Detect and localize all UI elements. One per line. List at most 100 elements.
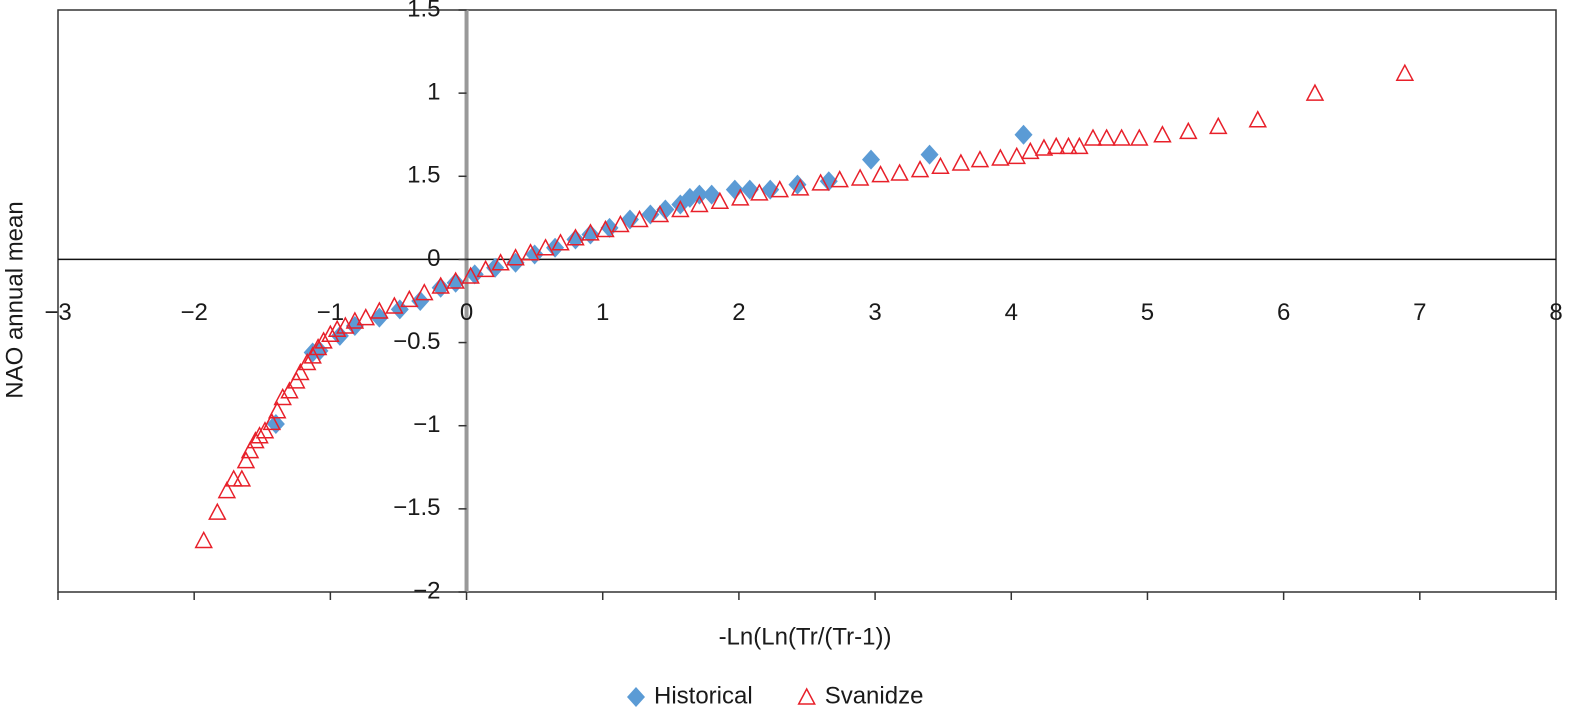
x-tick-label: 6: [1277, 299, 1290, 326]
point: [1112, 128, 1131, 146]
point: [611, 214, 630, 233]
y-tick-label: −1.5: [393, 494, 440, 521]
plot-frame: [57, 9, 1557, 593]
point: [336, 316, 355, 334]
point: [581, 224, 600, 245]
point: [476, 259, 495, 278]
point: [710, 191, 730, 209]
point: [546, 237, 565, 258]
y-tick-label: 1: [427, 78, 440, 105]
point: [1083, 128, 1103, 146]
point: [224, 469, 243, 487]
point: [770, 179, 790, 198]
point: [581, 223, 600, 241]
point: [1153, 125, 1172, 143]
y-tick-label: −1: [413, 411, 440, 438]
point: [890, 163, 909, 181]
point: [725, 179, 744, 200]
point: [811, 173, 830, 191]
x-tick-label: −2: [180, 299, 207, 326]
point: [1046, 136, 1066, 155]
y-tick-label: 1.5: [407, 0, 440, 22]
point: [314, 331, 333, 349]
point: [446, 272, 465, 293]
point: [268, 401, 287, 419]
legend-marker: [627, 687, 645, 707]
x-tick-label: −3: [44, 299, 71, 326]
point: [431, 277, 450, 298]
point: [287, 371, 306, 389]
point: [761, 179, 780, 200]
point: [1097, 128, 1116, 146]
point: [1305, 83, 1325, 101]
point: [750, 183, 769, 201]
point: [208, 502, 227, 520]
point: [951, 153, 971, 171]
point: [641, 204, 660, 225]
point: [486, 257, 505, 278]
point: [400, 289, 419, 308]
point: [385, 296, 404, 314]
point: [566, 228, 585, 246]
point: [194, 530, 213, 549]
x-tick-label: 7: [1413, 299, 1426, 326]
point: [551, 233, 570, 251]
x-axis-label: -Ln(Ln(Tr/(Tr-1)): [719, 623, 892, 650]
point: [1059, 136, 1078, 155]
point: [1021, 141, 1040, 160]
point: [920, 144, 939, 165]
y-tick-label: 0: [427, 245, 440, 272]
point: [1034, 138, 1054, 156]
point: [1395, 63, 1415, 81]
x-tick-label: 1: [596, 299, 609, 326]
point: [731, 188, 750, 206]
point: [536, 238, 555, 256]
point: [236, 451, 256, 469]
point: [431, 276, 450, 294]
point: [370, 301, 389, 319]
point: [910, 160, 930, 178]
point: [356, 308, 376, 326]
x-tick-label: 2: [732, 299, 745, 326]
point: [871, 165, 890, 183]
x-tick-label: 3: [868, 299, 881, 326]
point: [297, 352, 317, 371]
point: [240, 441, 260, 459]
point: [415, 283, 434, 301]
point: [461, 266, 480, 284]
point: [446, 271, 465, 289]
point: [991, 148, 1010, 166]
point: [566, 229, 585, 250]
x-tick-label: 0: [460, 299, 473, 326]
point: [830, 170, 849, 188]
point: [273, 387, 292, 406]
legend-label: Svanidze: [825, 682, 924, 709]
x-tick-label: 8: [1549, 299, 1562, 326]
y-tick-label: −2: [413, 577, 440, 604]
point: [671, 199, 690, 218]
point: [1209, 116, 1228, 135]
point: [262, 412, 282, 431]
point: [250, 426, 269, 444]
legend-marker: [797, 687, 816, 705]
point: [1179, 121, 1198, 140]
point: [217, 480, 237, 499]
point: [1070, 136, 1089, 155]
y-tick-label: −0.5: [393, 328, 440, 355]
point: [308, 337, 328, 356]
point: [596, 219, 615, 238]
point: [321, 324, 340, 343]
point: [521, 243, 540, 261]
point: [280, 381, 299, 399]
point: [1007, 146, 1026, 165]
point: [345, 311, 365, 329]
point: [246, 431, 265, 449]
point: [303, 346, 322, 364]
point: [970, 150, 990, 168]
point: [850, 168, 870, 186]
point: [327, 319, 347, 338]
point: [1248, 110, 1268, 128]
legend-label: Historical: [654, 682, 753, 709]
point: [630, 209, 649, 228]
